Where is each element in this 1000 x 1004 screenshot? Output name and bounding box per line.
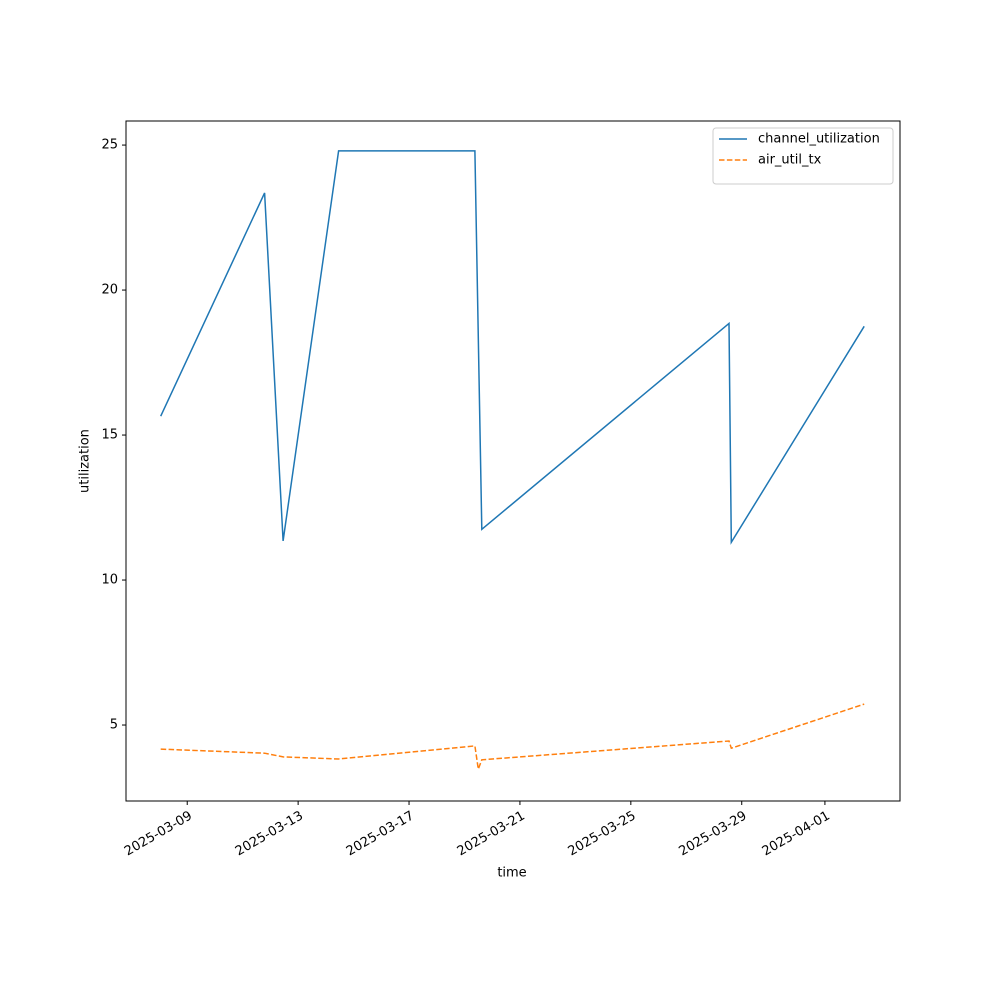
x-tick-label: 2025-03-21 — [455, 809, 528, 860]
legend-label: air_util_tx — [758, 153, 822, 168]
y-tick-label: 5 — [110, 718, 118, 733]
y-tick-label: 15 — [101, 428, 118, 443]
x-tick-label: 2025-03-29 — [677, 809, 750, 860]
x-tick-label: 2025-03-25 — [566, 809, 639, 860]
x-tick-label: 2025-03-09 — [122, 809, 195, 860]
legend-label: channel_utilization — [758, 132, 880, 147]
plot-frame — [125, 120, 901, 802]
y-tick-label: 20 — [101, 283, 118, 298]
series-line — [160, 703, 865, 773]
x-axis-label: time — [497, 866, 526, 881]
y-axis-label: utilization — [78, 429, 93, 493]
series-line — [160, 150, 865, 545]
y-tick-label: 25 — [101, 138, 118, 153]
legend-box — [712, 127, 894, 185]
x-tick-label: 2025-04-01 — [760, 809, 833, 860]
y-tick-label: 10 — [101, 573, 118, 588]
x-tick-label: 2025-03-13 — [233, 809, 306, 860]
x-tick-label: 2025-03-17 — [344, 809, 417, 860]
